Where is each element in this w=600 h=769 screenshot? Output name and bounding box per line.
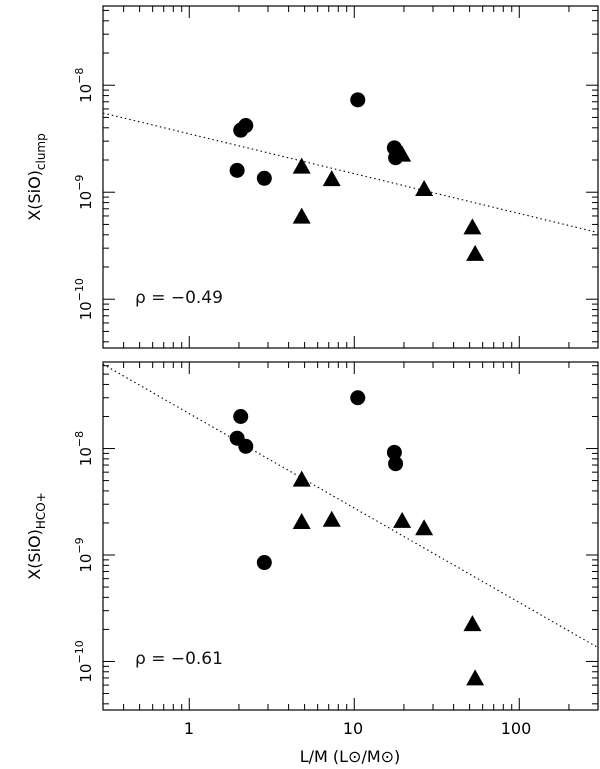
panel-top-fit-line [102,112,599,234]
data-point-circle [238,118,254,134]
panel-top-ylabel-subscript: clump [34,133,48,170]
ytick-label: 10−10 [73,278,95,320]
data-point-circle [388,456,404,472]
panel-bottom-fit-line [102,363,599,649]
data-point-triangle [393,511,412,528]
data-point-circle [238,438,254,454]
ytick-label-base: 10 [77,447,95,466]
ytick-label: 10−8 [73,68,95,103]
xtick-label-1: 1 [184,719,194,738]
data-point-circle [256,555,272,571]
ytick-label: 10−8 [73,431,95,466]
ytick-label-exponent: −9 [73,537,86,553]
panel-top-ylabel-main: X(SiO) [25,170,44,221]
panel-bottom-ticks [102,362,599,710]
panel-bottom-ylabel: X(SiO)HCO+ [25,492,48,580]
panel-bottom-markers [229,390,485,686]
ytick-label-base: 10 [77,301,95,320]
panel-top-ticks [102,6,599,348]
panel-top-frame [102,5,599,349]
data-point-circle [350,390,366,406]
ytick-label-exponent: −10 [73,640,86,663]
data-point-triangle [466,244,485,261]
data-point-triangle [463,615,482,632]
data-point-triangle [292,470,311,487]
panel-top-ylabel: X(SiO)clump [25,133,48,220]
ytick-label: 10−9 [73,537,95,572]
ytick-label-base: 10 [77,84,95,103]
data-point-triangle [415,180,434,197]
xtick-label-100: 100 [501,719,532,738]
data-point-triangle [466,669,485,686]
panel-top-markers [229,92,485,261]
ytick-label-base: 10 [77,191,95,210]
data-point-circle [233,408,249,424]
data-point-triangle [292,513,311,530]
panel-bottom-ylabel-subscript: HCO+ [34,492,48,529]
ytick-label-exponent: −9 [73,175,86,191]
panel-top-correlation: ρ = −0.49 [135,288,223,308]
ytick-label: 10−10 [73,640,95,682]
data-point-circle [350,92,366,108]
panel-bottom-xtick-labels: 1 10 100 [184,719,531,738]
xtick-label-10: 10 [343,719,363,738]
panel-bottom-correlation: ρ = −0.61 [135,649,223,669]
data-point-circle [229,162,245,178]
data-point-triangle [463,218,482,235]
data-point-circle [256,170,272,186]
data-point-triangle [322,170,341,187]
data-point-circle [386,444,402,460]
data-point-triangle [415,519,434,536]
ytick-label: 10−9 [73,175,95,210]
ytick-label-base: 10 [77,664,95,683]
panel-bottom-frame [102,361,599,711]
data-point-triangle [322,510,341,527]
ytick-label-base: 10 [77,554,95,573]
ytick-label-exponent: −10 [73,278,86,301]
data-point-triangle [292,157,311,174]
data-point-triangle [393,145,412,162]
panel-bottom-ylabel-main: X(SiO) [25,529,44,580]
data-point-triangle [292,207,311,224]
ytick-label-exponent: −8 [73,431,86,447]
ytick-label-exponent: −8 [73,68,86,84]
x-axis-label: L/M (L⊙/M⊙) [300,747,401,766]
